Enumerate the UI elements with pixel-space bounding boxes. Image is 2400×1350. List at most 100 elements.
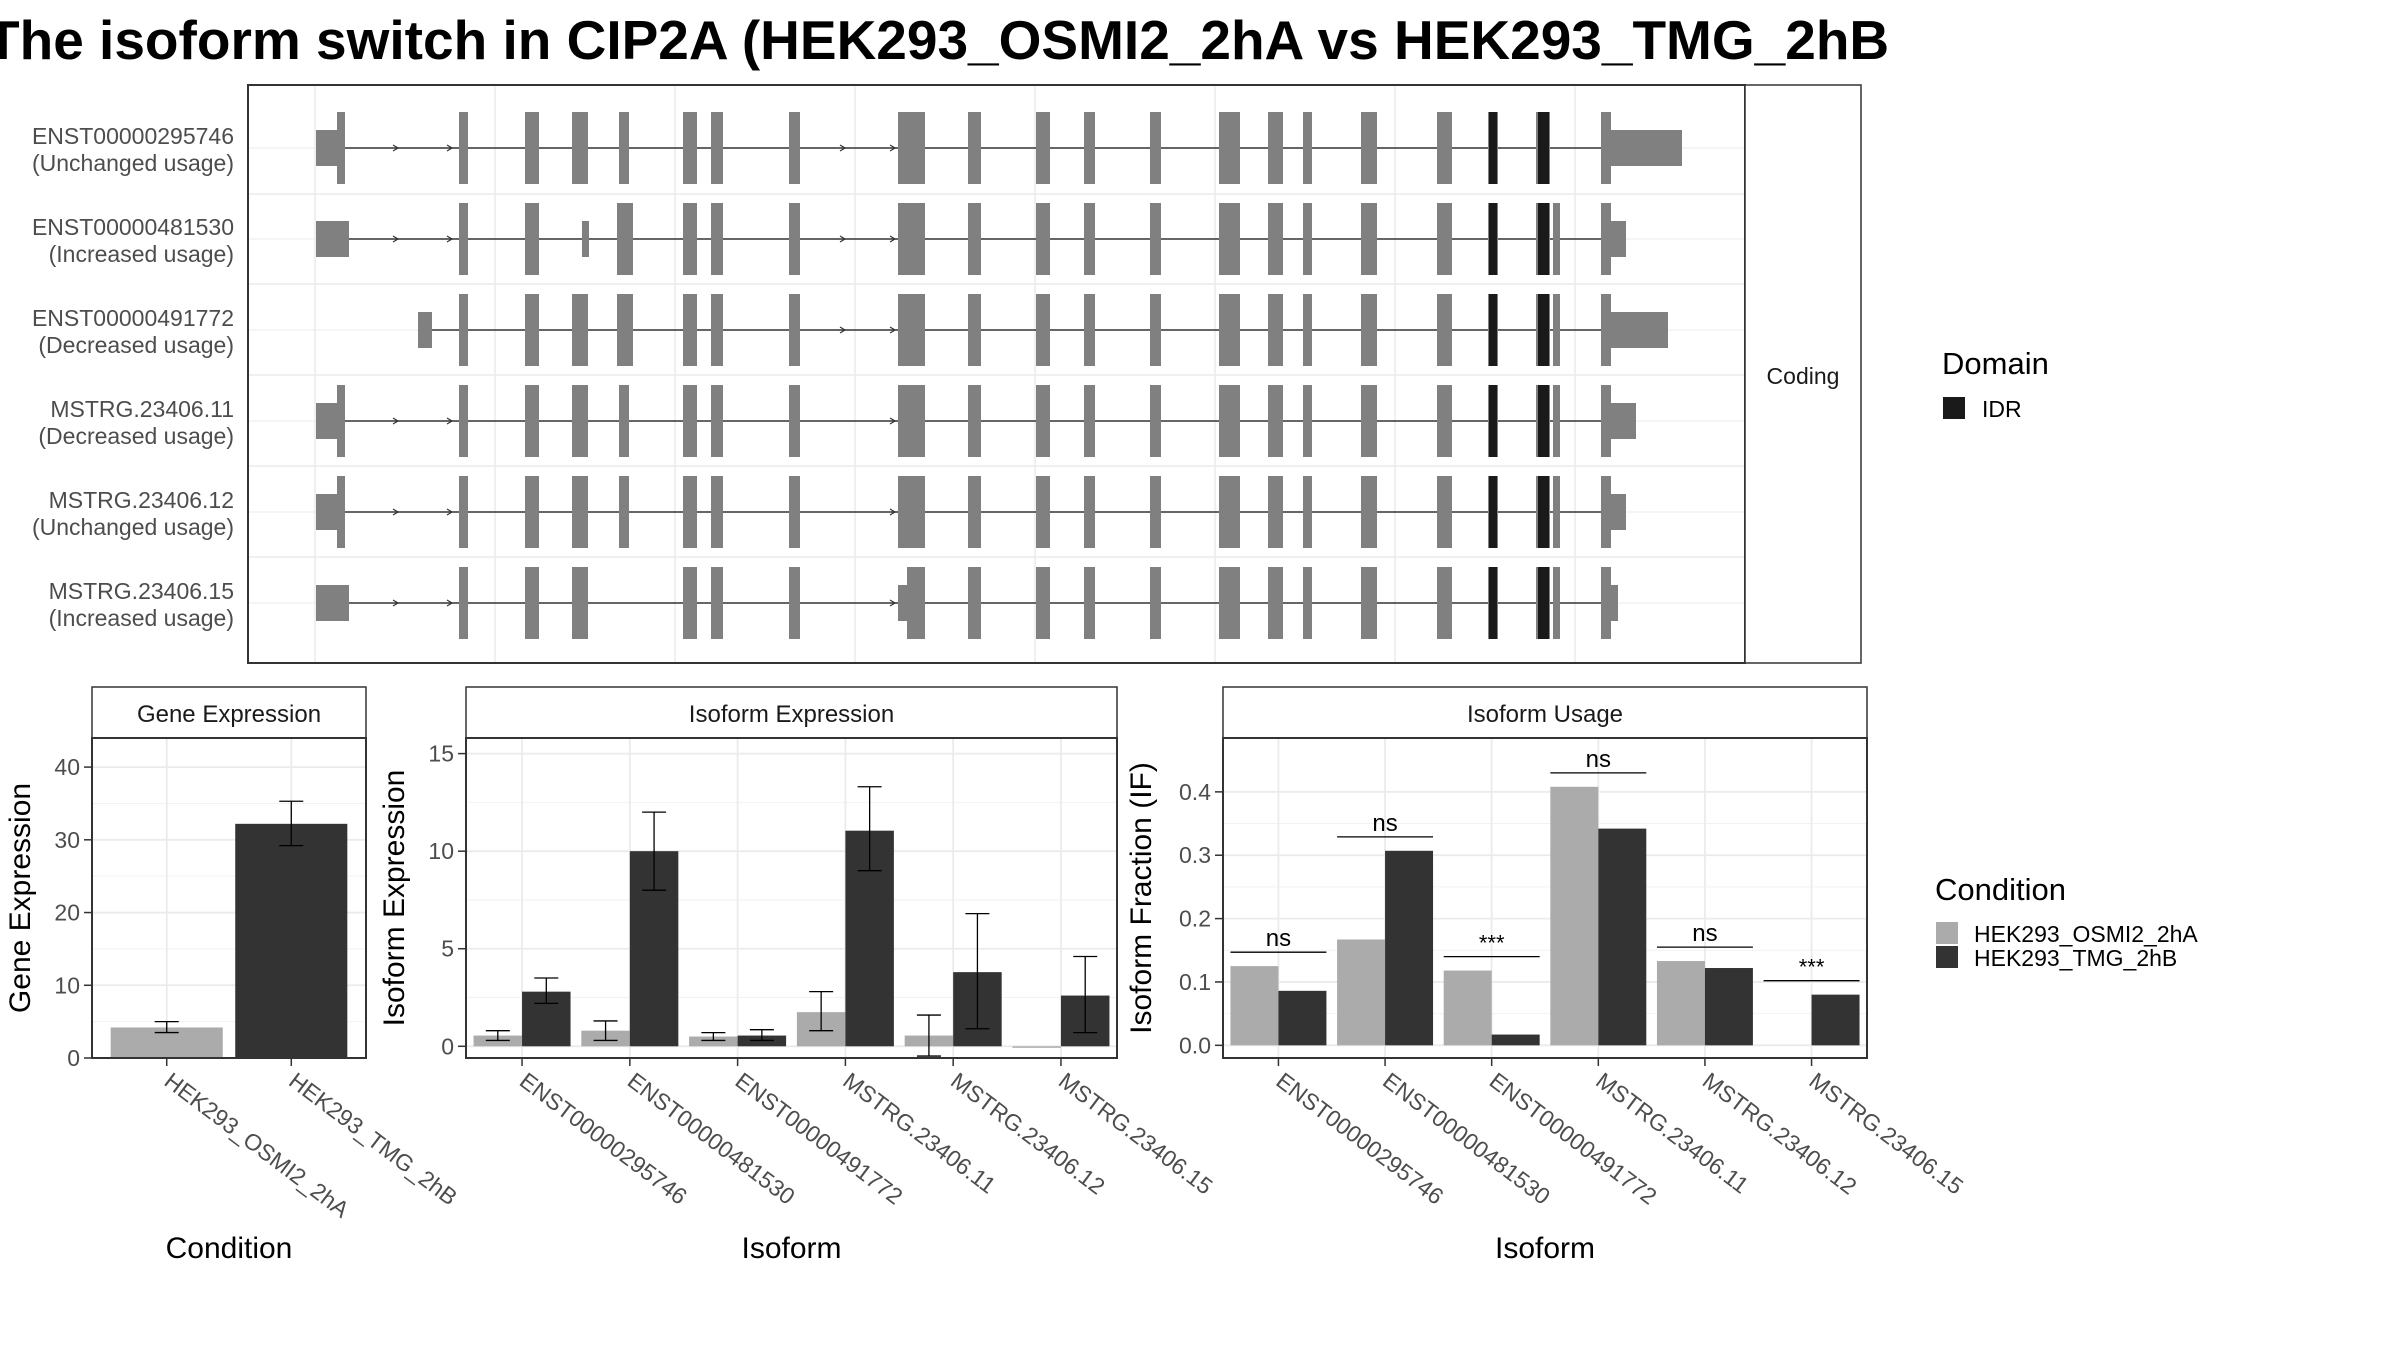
strand-arrow (839, 144, 847, 152)
strand-arrow (446, 144, 454, 152)
coding-exon (1437, 294, 1452, 366)
bar (1811, 994, 1860, 1046)
idr-domain (1489, 294, 1497, 366)
figure-title: The isoform switch in CIP2A (HEK293_OSMI… (0, 9, 1890, 71)
y-tick-label: 0.0 (1179, 1032, 1211, 1058)
isoform-id-label: MSTRG.23406.15 (49, 578, 234, 604)
coding-exon (1553, 567, 1560, 639)
coding-exon (789, 385, 800, 457)
transcript-4 (316, 476, 1626, 548)
coding-exon (459, 385, 468, 457)
utr-exon (1601, 494, 1626, 530)
idr-domain (1489, 476, 1497, 548)
strand-arrow (392, 235, 400, 243)
bar (689, 1036, 738, 1047)
coding-exon (337, 476, 345, 548)
isoform-status-label: (Decreased usage) (38, 332, 234, 358)
coding-exon (789, 112, 800, 184)
strand-arrow (446, 417, 454, 425)
isoform-id-label: ENST00000481530 (32, 214, 234, 240)
bar (1337, 939, 1386, 1046)
coding-exon (1036, 385, 1050, 457)
panel-strip (465, 686, 1118, 739)
utr-exon (1601, 221, 1626, 257)
coding-exon (623, 203, 633, 275)
bar (1491, 1034, 1540, 1046)
y-tick-label: 40 (54, 754, 80, 780)
coding-exon (683, 112, 697, 184)
facet-strip (1744, 84, 1862, 664)
coding-exon (968, 476, 981, 548)
chart-panel-2: Isoform Usage ns ns *** ns ns *** 0.0 0.1 0.2 0.3 0… (1125, 686, 1968, 1265)
y-tick-label: 0.4 (1179, 779, 1211, 805)
strand-arrow (889, 508, 897, 516)
significance-label: ns (1372, 810, 1397, 837)
coding-exon (1036, 294, 1050, 366)
coding-exon (789, 203, 800, 275)
coding-exon (572, 567, 588, 639)
strand-arrow (446, 599, 454, 607)
strand-arrow (446, 235, 454, 243)
utr-exon (418, 312, 432, 348)
bar (1012, 1046, 1061, 1048)
coding-exon (1219, 112, 1240, 184)
condition-legend-label: HEK293_TMG_2hB (1974, 945, 2177, 971)
y-tick-label: 5 (441, 936, 454, 962)
x-axis-title: Isoform (1495, 1232, 1595, 1265)
condition-legend-title: Condition (1935, 872, 2066, 907)
panel-strip-label: Isoform Usage (1467, 701, 1623, 728)
coding-exon (1553, 476, 1560, 548)
coding-exon (968, 567, 981, 639)
coding-exon (1361, 203, 1377, 275)
transcript-5 (316, 567, 1618, 639)
utr-exon (316, 403, 338, 439)
coding-exon (1553, 294, 1560, 366)
bar (1443, 970, 1492, 1046)
isoform-id-label: ENST00000491772 (32, 305, 234, 331)
coding-exon (1437, 567, 1452, 639)
transcript-3 (316, 385, 1636, 457)
coding-exon (459, 203, 468, 275)
coding-exon (789, 476, 800, 548)
coding-exon (683, 476, 697, 548)
coding-exon (623, 294, 633, 366)
x-axis-title: Condition (166, 1232, 293, 1265)
coding-exon (1303, 476, 1312, 548)
coding-exon (459, 112, 468, 184)
coding-exon (525, 294, 539, 366)
utr-exon (316, 494, 338, 530)
isoform-status-label: (Unchanged usage) (32, 150, 234, 176)
strand-arrow (392, 144, 400, 152)
idr-domain (1538, 476, 1549, 548)
coding-exon (1303, 567, 1312, 639)
panel-strip (91, 686, 367, 739)
domain-legend-swatch (1943, 397, 1965, 419)
transcript-1 (316, 203, 1626, 275)
coding-exon (1268, 203, 1283, 275)
coding-exon (572, 385, 588, 457)
coding-exon (1361, 294, 1377, 366)
bar (1598, 828, 1647, 1046)
isoform-id-label: MSTRG.23406.11 (50, 396, 234, 422)
y-tick-label: 20 (54, 900, 80, 926)
structure-background (248, 85, 1745, 663)
y-axis-title: Isoform Expression (378, 770, 411, 1027)
strand-arrow (839, 326, 847, 334)
idr-domain (1538, 385, 1549, 457)
coding-exon (968, 112, 981, 184)
coding-exon (711, 294, 723, 366)
panel-strip-label: Isoform Expression (689, 701, 894, 728)
coding-exon (337, 385, 345, 457)
coding-exon (619, 112, 629, 184)
coding-exon (898, 294, 925, 366)
strand-arrow (889, 417, 897, 425)
coding-exon (1036, 476, 1050, 548)
idr-domain (1538, 567, 1549, 639)
panel-border (465, 737, 1118, 1059)
facet-label: Coding (1767, 363, 1840, 389)
coding-exon (711, 567, 723, 639)
coding-exon (1361, 567, 1377, 639)
y-tick-label: 0.2 (1179, 906, 1211, 932)
